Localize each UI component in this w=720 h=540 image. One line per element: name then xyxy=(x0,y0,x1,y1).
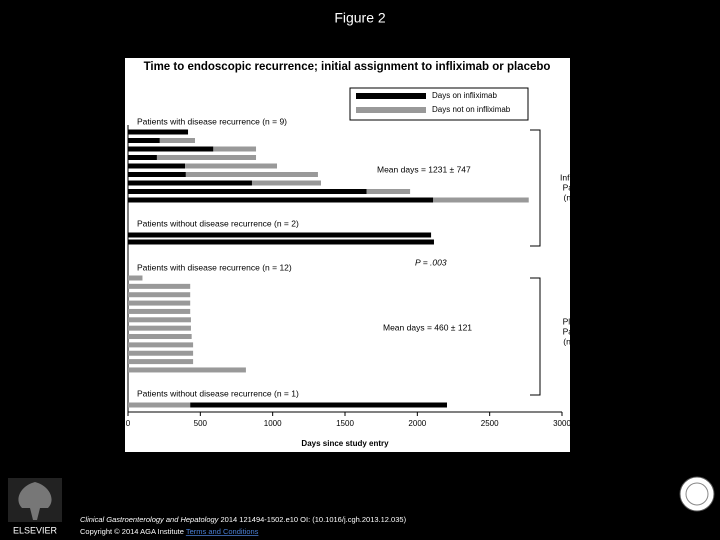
bar-segment xyxy=(128,197,434,203)
legend-label: Days not on infliximab xyxy=(432,105,511,114)
group-label: Patients with disease recurrence (n = 12… xyxy=(137,262,292,272)
citation: Clinical Gastroenterology and Hepatology… xyxy=(80,515,407,524)
arm-label: Infliximab xyxy=(560,172,596,182)
bar-segment xyxy=(366,189,411,194)
bar-segment xyxy=(128,292,191,298)
x-tick-label: 2000 xyxy=(408,419,426,428)
bar-segment xyxy=(433,197,529,203)
x-tick-label: 1000 xyxy=(264,419,282,428)
mean-annotation: Mean days = 460 ± 121 xyxy=(383,322,472,332)
terms-link[interactable]: Terms and Conditions xyxy=(186,527,259,536)
bar-segment xyxy=(128,308,191,314)
mean-annotation: Mean days = 1231 ± 747 xyxy=(377,164,471,174)
copyright-text: Copyright © 2014 AGA Institute xyxy=(80,527,186,536)
bar-segment xyxy=(128,180,252,186)
citation-details: 2014 121494-1502.e10 OI: (10.1016/j.cgh.… xyxy=(218,515,406,524)
bar-segment xyxy=(190,402,447,408)
bar-segment xyxy=(128,239,434,245)
logo-tree xyxy=(18,482,52,520)
bar-segment xyxy=(156,155,257,160)
chart-title: Time to endoscopic recurrence; initial a… xyxy=(144,61,551,73)
x-axis-label: Days since study entry xyxy=(301,439,389,448)
bar-segment xyxy=(128,146,214,152)
x-tick-label: 1500 xyxy=(336,419,354,428)
p-value: P = .003 xyxy=(415,257,447,267)
bar-segment xyxy=(128,275,143,281)
bar-segment xyxy=(128,367,246,373)
arm-label: Placebo xyxy=(563,316,594,326)
bar-segment xyxy=(128,189,367,194)
legend-swatch xyxy=(356,107,426,113)
group-label: Patients without disease recurrence (n =… xyxy=(137,388,299,398)
bar-segment xyxy=(128,317,191,323)
bar-segment xyxy=(128,283,191,289)
bar-segment xyxy=(128,359,194,365)
publisher-name: ELSEVIER xyxy=(13,525,58,535)
bar-segment xyxy=(128,325,191,331)
x-tick-label: 2500 xyxy=(481,419,499,428)
bracket xyxy=(530,277,541,396)
bar-segment xyxy=(159,138,195,143)
legend-swatch xyxy=(356,93,426,99)
bar-segment xyxy=(128,350,194,356)
bar-segment xyxy=(185,163,278,169)
bar-segment xyxy=(128,172,186,177)
arm-label: (n = 13) xyxy=(563,336,593,346)
society-seal xyxy=(679,476,715,512)
arm-label: Patients xyxy=(563,326,594,336)
citation-journal: Clinical Gastroenterology and Hepatology xyxy=(80,515,220,524)
slide-title: Figure 2 xyxy=(334,10,386,26)
bar-segment xyxy=(128,155,157,160)
bar-segment xyxy=(128,402,191,408)
bar-segment xyxy=(128,163,186,169)
x-tick-label: 500 xyxy=(194,419,208,428)
copyright: Copyright © 2014 AGA Institute Terms and… xyxy=(80,527,259,536)
society-seal-inner xyxy=(685,482,709,506)
legend-label: Days on infliximab xyxy=(432,91,497,100)
bar-segment xyxy=(128,138,160,143)
bar-segment xyxy=(128,334,192,340)
bar-segment xyxy=(128,129,189,135)
bar-segment xyxy=(185,172,318,177)
chart-panel xyxy=(125,58,570,452)
bar-segment xyxy=(128,300,191,306)
group-label: Patients with disease recurrence (n = 9) xyxy=(137,116,287,126)
bar-segment xyxy=(128,342,194,348)
bar-segment xyxy=(213,146,257,152)
bracket xyxy=(530,129,541,247)
x-tick-label: 0 xyxy=(126,419,131,428)
bar-segment xyxy=(251,180,321,186)
x-tick-label: 3000 xyxy=(553,419,571,428)
bar-segment xyxy=(128,232,432,238)
group-label: Patients without disease recurrence (n =… xyxy=(137,218,299,228)
arm-label: (n = 11) xyxy=(564,192,593,202)
arm-label: Patients xyxy=(563,182,594,192)
